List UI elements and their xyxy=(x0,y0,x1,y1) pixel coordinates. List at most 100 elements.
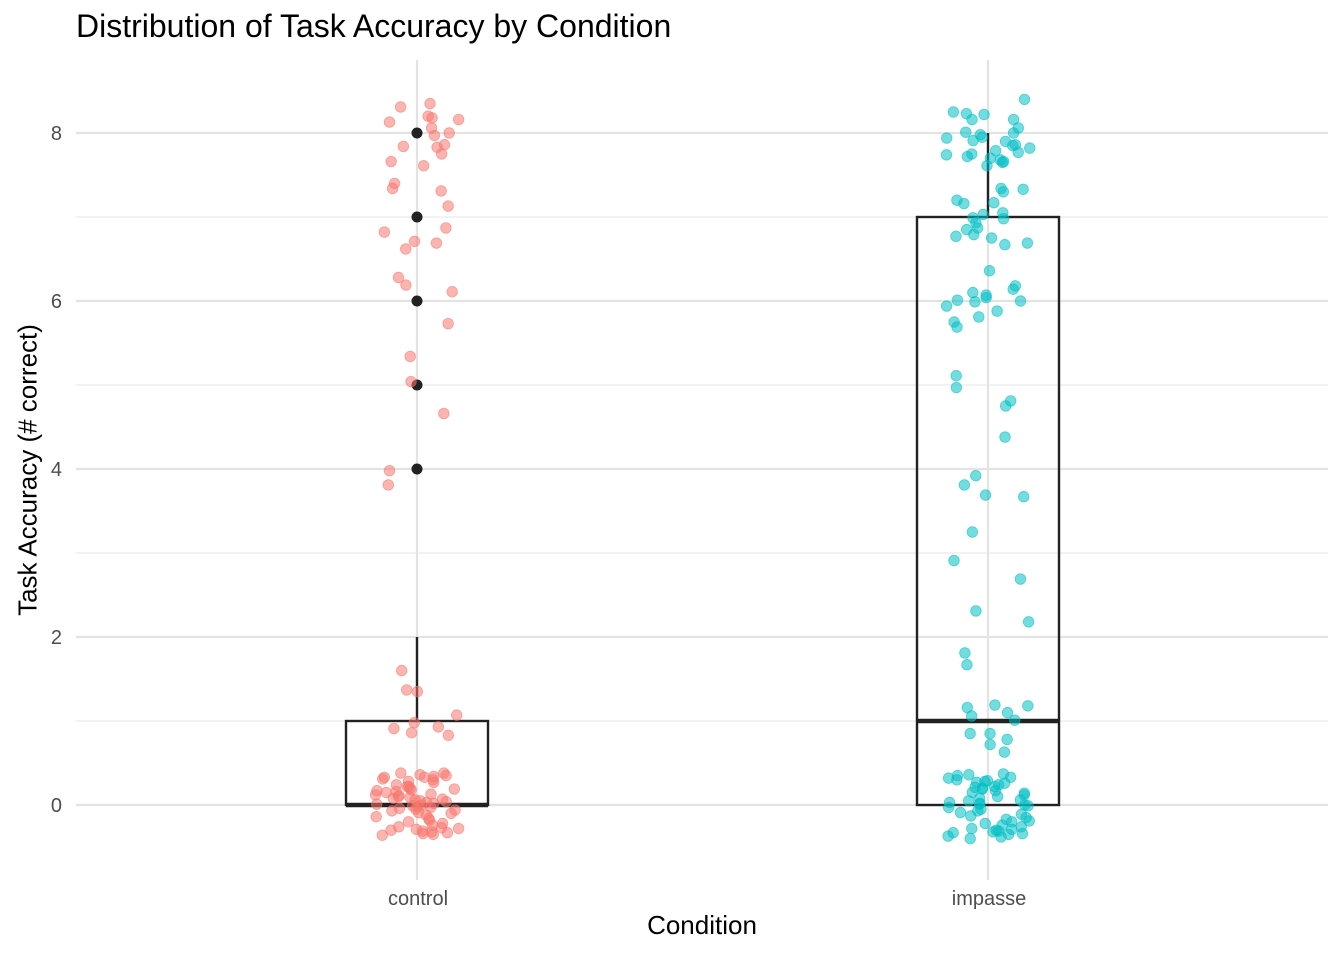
jitter-point-control xyxy=(445,807,457,820)
jitter-point-impasse xyxy=(960,126,972,138)
jitter-point-impasse xyxy=(1014,573,1027,585)
jitter-point-impasse xyxy=(959,647,971,659)
jitter-point-impasse xyxy=(980,291,992,304)
jitter-point-impasse xyxy=(996,156,1009,169)
jitter-point-control xyxy=(400,243,412,255)
jitter-point-impasse xyxy=(950,230,962,243)
jitter-point-impasse xyxy=(973,311,985,323)
jitter-point-control xyxy=(435,148,448,160)
jitter-point-impasse xyxy=(978,108,990,121)
y-tick-label: 2 xyxy=(51,627,62,649)
jitter-point-control xyxy=(440,795,452,808)
outlier-point xyxy=(411,463,423,475)
jitter-point-impasse xyxy=(969,296,981,308)
jitter-point-control xyxy=(442,200,454,212)
jitter-point-control xyxy=(400,684,413,696)
outlier-point xyxy=(411,295,423,307)
y-axis-title: Task Accuracy (# correct) xyxy=(12,324,43,616)
jitter-point-control xyxy=(382,479,394,491)
jitter-point-impasse xyxy=(979,817,991,830)
jitter-point-control xyxy=(387,792,400,804)
outlier-point xyxy=(411,127,423,139)
jitter-point-impasse xyxy=(1007,283,1019,295)
jitter-point-control xyxy=(440,222,452,234)
jitter-point-control xyxy=(400,279,412,291)
jitter-point-impasse xyxy=(966,113,978,126)
jitter-point-impasse xyxy=(988,197,1000,209)
jitter-point-impasse xyxy=(951,774,963,786)
jitter-point-impasse xyxy=(1022,700,1034,712)
jitter-point-impasse xyxy=(998,746,1011,758)
chart-title: Distribution of Task Accuracy by Conditi… xyxy=(76,8,672,44)
jitter-point-control xyxy=(432,721,444,733)
jitter-point-control xyxy=(395,767,407,779)
x-tick-label: control xyxy=(388,888,448,910)
jitter-point-impasse xyxy=(997,186,1010,198)
jitter-point-control xyxy=(383,464,396,477)
jitter-point-impasse xyxy=(991,305,1003,317)
jitter-point-control xyxy=(396,664,408,677)
jitter-point-impasse xyxy=(984,727,996,740)
jitter-point-impasse xyxy=(970,605,982,617)
jitter-point-impasse xyxy=(966,822,978,835)
jitter-point-control xyxy=(427,828,439,841)
jitter-point-impasse xyxy=(942,801,955,814)
jitter-point-impasse xyxy=(1016,827,1029,840)
jitter-point-impasse xyxy=(1001,706,1014,719)
jitter-point-impasse xyxy=(989,699,1001,711)
jitter-point-control xyxy=(386,805,398,817)
jitter-point-control xyxy=(385,824,397,836)
jitter-point-control xyxy=(370,811,382,823)
jitter-point-impasse xyxy=(979,489,992,501)
x-tick-label: impasse xyxy=(952,888,1026,910)
jitter-point-impasse xyxy=(1017,491,1030,503)
jitter-point-impasse xyxy=(1017,183,1029,195)
jitter-point-impasse xyxy=(961,150,974,163)
jitter-point-impasse xyxy=(967,134,979,147)
jitter-point-impasse xyxy=(947,106,960,118)
jitter-point-impasse xyxy=(1018,93,1031,106)
jitter-point-control xyxy=(424,97,436,110)
jitter-point-impasse xyxy=(963,769,975,781)
outlier-point xyxy=(411,211,423,223)
jitter-point-control xyxy=(452,113,465,126)
jitter-point-control xyxy=(397,140,410,153)
jitter-point-impasse xyxy=(1009,714,1021,726)
jitter-point-control xyxy=(411,685,424,698)
jitter-point-impasse xyxy=(948,554,960,567)
jitter-point-impasse xyxy=(964,832,976,845)
jitter-point-control xyxy=(435,185,447,197)
jitter-point-impasse xyxy=(950,370,962,382)
jitter-point-impasse xyxy=(1023,815,1035,827)
jitter-point-control xyxy=(443,127,455,139)
jitter-point-control xyxy=(371,798,383,810)
jitter-point-impasse xyxy=(1001,733,1013,746)
y-tick-label: 0 xyxy=(51,795,62,817)
jitter-point-control xyxy=(392,271,405,284)
jitter-point-impasse xyxy=(951,321,963,333)
jitter-point-impasse xyxy=(1022,616,1035,628)
jitter-point-impasse xyxy=(954,806,967,819)
x-axis-title: Condition xyxy=(647,910,757,940)
jitter-point-control xyxy=(428,776,440,789)
jitter-point-impasse xyxy=(970,470,982,482)
jitter-point-impasse xyxy=(958,197,970,210)
jitter-point-impasse xyxy=(985,232,998,244)
jitter-point-impasse xyxy=(984,738,996,751)
jitter-point-impasse xyxy=(999,400,1012,412)
jitter-point-impasse xyxy=(977,208,989,221)
jitter-point-control xyxy=(378,226,391,238)
jitter-point-control xyxy=(386,182,399,195)
jitter-point-impasse xyxy=(942,830,954,842)
jitter-point-control xyxy=(405,375,417,388)
jitter-point-impasse xyxy=(940,149,953,161)
y-tick-label: 8 xyxy=(51,123,62,145)
jitter-point-impasse xyxy=(987,826,999,838)
jitter-point-control xyxy=(430,237,443,249)
jitter-point-control xyxy=(438,407,450,420)
y-tick-label: 6 xyxy=(51,291,62,313)
jitter-point-impasse xyxy=(1021,237,1034,249)
jitter-point-impasse xyxy=(999,431,1011,443)
jitter-point-control xyxy=(446,286,458,298)
